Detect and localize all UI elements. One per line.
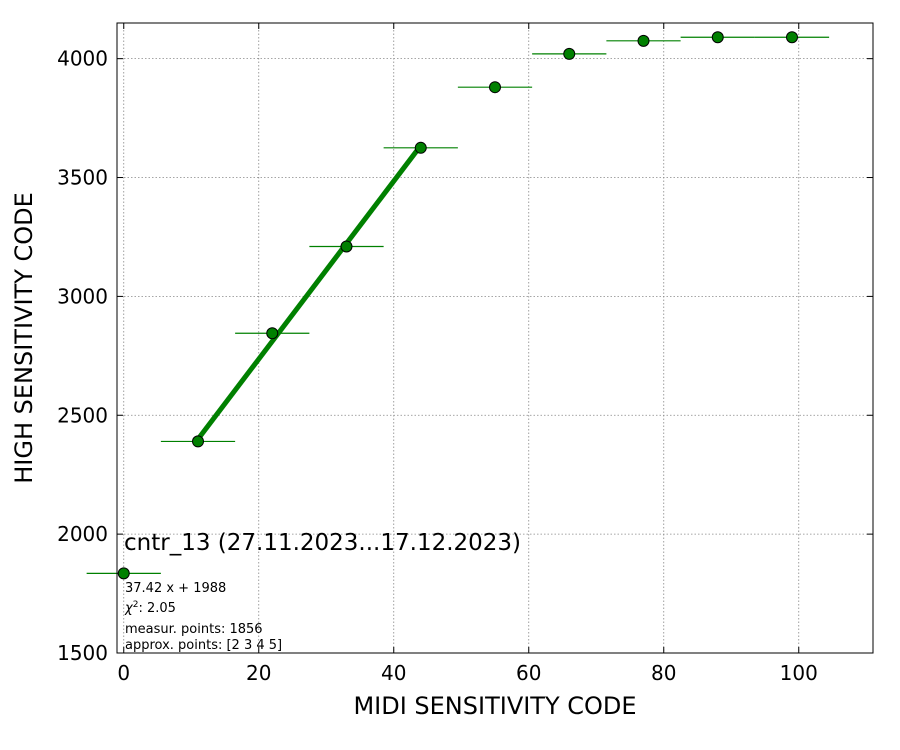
error-bars (86, 36, 830, 574)
annotation-chi2: χ2: 2.05 (124, 600, 176, 616)
data-point (192, 435, 204, 448)
plot-frame (116, 22, 874, 654)
grid (117, 23, 873, 653)
chi-superscript: 2 (133, 600, 139, 610)
data-point (637, 34, 650, 47)
chi2-value: : 2.05 (138, 601, 175, 616)
data-points (117, 31, 798, 580)
y-tick-label: 1500 (57, 641, 108, 665)
annotation-measur-points: measur. points: 1856 (125, 622, 263, 637)
annotation-title: cntr_13 (27.11.2023...17.12.2023) (124, 530, 521, 556)
x-tick-label: 60 (516, 661, 541, 685)
annotation-approx-points: approx. points: [2 3 4 5] (125, 638, 282, 653)
chi-symbol: χ (124, 601, 134, 616)
y-tick-label: 2000 (57, 522, 108, 546)
data-point (340, 240, 353, 253)
fit-line-group (196, 144, 423, 441)
data-point (489, 81, 501, 94)
x-tick-label: 40 (381, 661, 406, 685)
data-point (117, 567, 130, 580)
fit-line (196, 144, 423, 441)
y-axis-label: HIGH SENSITIVITY CODE (10, 192, 38, 484)
y-tick-label: 3500 (57, 166, 108, 190)
axis-ticks: 0 20 40 60 80 100 1500 2000 2500 3000 3500 4000 (57, 23, 873, 685)
data-point (563, 47, 576, 60)
x-tick-label: 100 (780, 661, 818, 685)
data-point (266, 327, 279, 340)
x-tick-label: 0 (117, 661, 130, 685)
annotation-formula: 37.42 x + 1988 (125, 581, 226, 596)
x-axis-label: MIDI SENSITIVITY CODE (353, 692, 636, 720)
y-tick-label: 4000 (57, 47, 108, 71)
x-tick-label: 80 (651, 661, 676, 685)
data-point (711, 31, 724, 44)
data-point (786, 31, 798, 44)
y-tick-label: 3000 (57, 284, 108, 308)
data-point (414, 141, 427, 154)
x-tick-label: 20 (246, 661, 271, 685)
y-tick-label: 2500 (57, 403, 108, 427)
